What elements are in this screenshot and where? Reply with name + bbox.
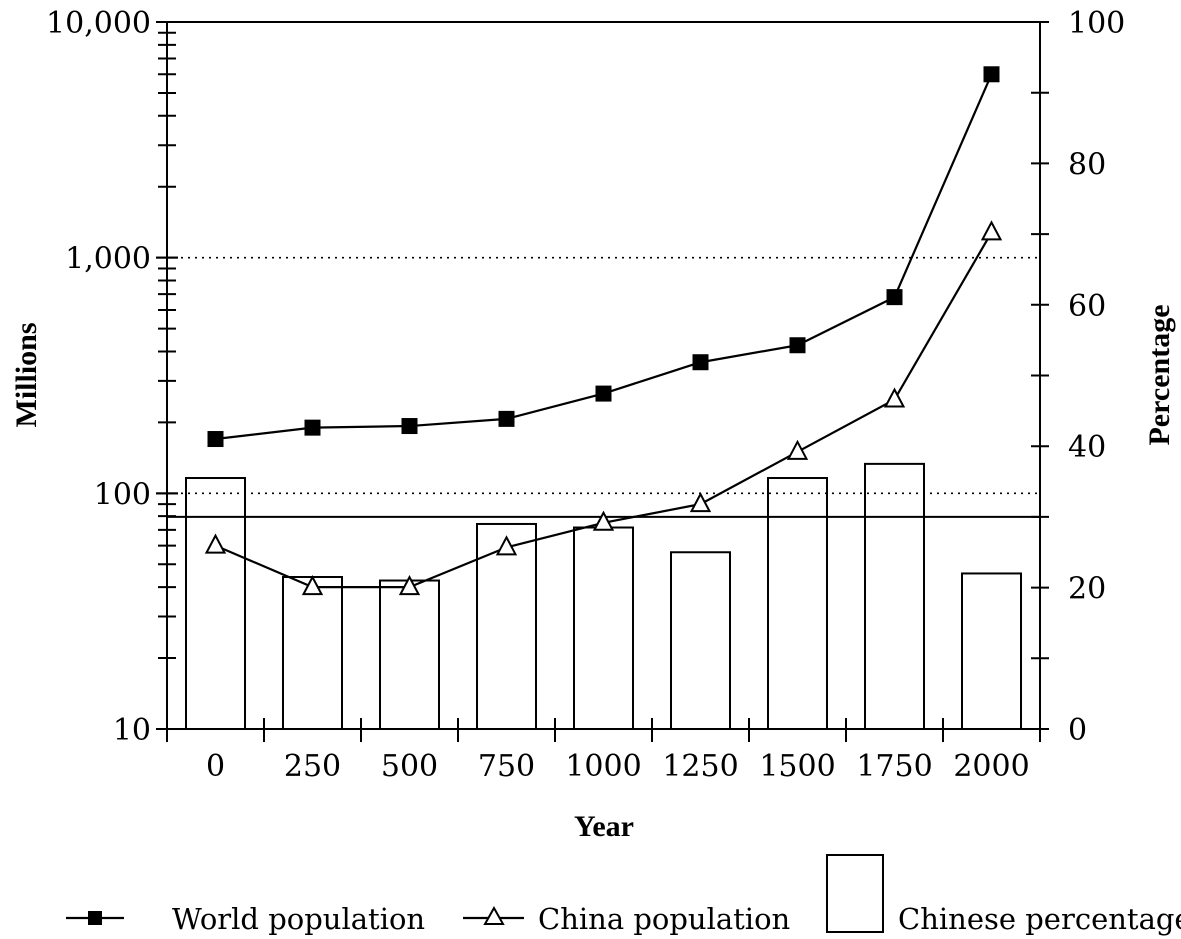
legend: World population China population Chines… (66, 854, 1181, 936)
legend-item-percentages: Chinese percentages (826, 854, 1181, 936)
right-axis-tick-label: 100 (1068, 6, 1125, 41)
bar-chinese-percentage (573, 526, 634, 730)
point-china-population (883, 387, 906, 408)
point-china-population (689, 491, 712, 513)
x-axis-title: Year (574, 810, 634, 843)
bar-chinese-percentage (767, 477, 828, 731)
x-axis-tick-label: 1250 (662, 749, 738, 784)
series-lines (204, 66, 1003, 596)
point-china-population (204, 533, 227, 554)
x-axis-tick-label: 1000 (565, 749, 641, 784)
bar-chinese-percentage (864, 462, 925, 730)
point-world-population (207, 431, 224, 448)
point-china-population (301, 574, 324, 596)
bar-chinese-percentage (282, 575, 343, 730)
x-axis-tick-label: 1500 (759, 749, 835, 784)
right-axis-tick-label: 20 (1068, 572, 1106, 607)
legend-item-china: China population (463, 902, 790, 936)
point-china-population (980, 220, 1003, 241)
point-world-population (595, 385, 612, 402)
bar-chinese-percentage (670, 551, 731, 730)
right-axis-tick-label: 80 (1068, 147, 1106, 182)
right-axis-tick-label: 0 (1068, 713, 1087, 748)
y-axis-title-left: Millions (10, 322, 43, 427)
point-china-population (592, 510, 615, 531)
left-axis-tick-label: 10,000 (46, 6, 151, 41)
right-axis-tick-label: 60 (1068, 289, 1106, 324)
x-axis-tick-label: 750 (478, 749, 535, 784)
point-world-population (401, 418, 418, 435)
left-axis-tick-label: 10 (113, 713, 151, 748)
x-axis-tick-label: 0 (206, 749, 225, 784)
bar-chinese-percentage (379, 579, 440, 731)
line-world (215, 73, 993, 441)
point-world-population (692, 354, 709, 371)
bar-chinese-percentage (185, 477, 246, 731)
axes (156, 21, 1049, 742)
point-world-population (498, 410, 515, 427)
x-axis-tick-label: 2000 (953, 749, 1029, 784)
point-world-population (789, 337, 806, 354)
point-world-population (983, 66, 1000, 83)
legend-label-china: China population (538, 902, 790, 936)
x-axis-tick-label: 1750 (856, 749, 932, 784)
bar-chinese-percentage (476, 522, 537, 730)
bars-layer (185, 462, 1022, 731)
legend-label-world: World population (172, 902, 425, 936)
legend-label-percentages: Chinese percentages (898, 902, 1181, 936)
point-world-population (304, 419, 321, 436)
left-axis-tick-label: 1,000 (65, 242, 151, 277)
bar-chinese-percentage (961, 572, 1022, 731)
point-china-population (398, 574, 421, 596)
right-axis-tick-label: 40 (1068, 430, 1106, 465)
x-axis-tick-label: 250 (284, 749, 341, 784)
point-china-population (786, 439, 809, 460)
point-world-population (886, 289, 903, 306)
legend-item-world: World population (66, 902, 425, 936)
left-axis-tick-label: 100 (94, 477, 151, 512)
x-axis-tick-label: 500 (381, 749, 438, 784)
point-china-population (495, 535, 518, 556)
y-axis-title-right: Percentage (1143, 304, 1176, 445)
